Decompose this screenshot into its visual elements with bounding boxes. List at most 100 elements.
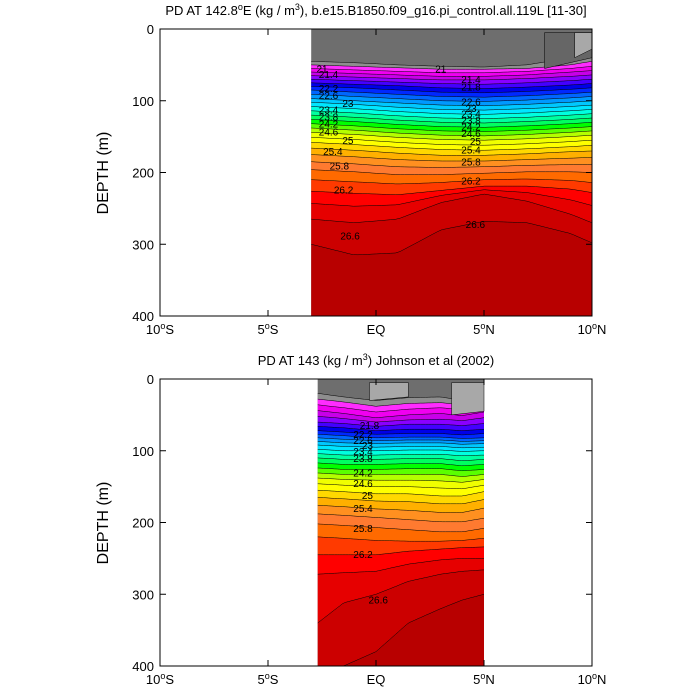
isopycnal-line xyxy=(317,444,485,449)
density-band xyxy=(317,478,484,489)
density-band xyxy=(317,462,484,471)
density-band xyxy=(311,123,592,136)
land-mask xyxy=(451,382,485,416)
contour-label: 26.6 xyxy=(340,232,360,243)
contour-label: 23.8 xyxy=(461,116,481,127)
y-tick-label: 100 xyxy=(132,444,154,459)
contour-label: 21.8 xyxy=(461,82,481,93)
y-tick-label: 300 xyxy=(132,237,154,252)
density-band xyxy=(311,169,592,184)
isopycnal-line xyxy=(317,410,485,418)
density-band xyxy=(311,194,592,255)
land-mask xyxy=(574,32,592,59)
contour-label: 23 xyxy=(362,441,374,452)
density-band xyxy=(311,186,592,207)
contour-label: 23.4 xyxy=(319,105,339,116)
density-band xyxy=(317,473,484,483)
contour-label: 21.4 xyxy=(461,75,481,86)
isopycnal-line xyxy=(317,426,485,431)
isopycnal-line xyxy=(317,437,485,442)
contour-label: 22.6 xyxy=(353,436,373,447)
density-band xyxy=(317,434,484,442)
density-band xyxy=(311,70,592,80)
density-band xyxy=(311,189,592,223)
isopycnal-line xyxy=(317,467,485,472)
isopycnal-line xyxy=(311,142,592,151)
contour-label: 23.8 xyxy=(353,454,373,465)
contour-label: 21.8 xyxy=(360,421,380,432)
x-tick-label: 5oN xyxy=(473,321,495,337)
density-band xyxy=(311,161,592,175)
isopycnal-line xyxy=(311,185,592,195)
contour-label: 22.6 xyxy=(461,98,481,109)
contour-label: 25.8 xyxy=(330,161,350,172)
contour-label: 24.2 xyxy=(319,120,339,131)
density-band xyxy=(317,505,484,522)
y-tick-label: 200 xyxy=(132,166,154,181)
isopycnal-line xyxy=(317,449,484,452)
contour-label: 21 xyxy=(316,65,328,76)
contour-label: 24.6 xyxy=(353,479,373,490)
isopycnal-line xyxy=(317,558,484,575)
x-tick-label: 5oN xyxy=(473,671,495,687)
contour-label: 22.2 xyxy=(353,430,373,441)
y-tick-label: 200 xyxy=(132,516,154,531)
density-band xyxy=(317,483,484,496)
isopycnal-line xyxy=(317,453,484,456)
contour-label: 22.2 xyxy=(319,84,339,95)
isopycnal-line xyxy=(311,86,592,94)
density-band xyxy=(311,148,592,161)
density-band xyxy=(317,441,484,448)
isopycnal-line xyxy=(311,94,592,102)
isopycnal-line xyxy=(317,546,485,556)
density-band xyxy=(311,61,592,73)
density-band xyxy=(317,445,484,452)
contour-label: 23.8 xyxy=(319,113,339,124)
plot-area: 2121.42121.421.822.222.622.62323.423.824… xyxy=(311,29,592,316)
contour-label: 26.2 xyxy=(461,176,481,187)
y-tick-label: 300 xyxy=(132,587,154,602)
isopycnal-line xyxy=(311,147,592,156)
density-band xyxy=(311,128,592,141)
density-band xyxy=(311,86,592,98)
isopycnal-line xyxy=(311,89,592,98)
contour-label: 22.6 xyxy=(319,91,339,102)
isopycnal-line xyxy=(317,421,485,427)
isopycnal-line xyxy=(317,477,485,483)
contour-label: 26.2 xyxy=(334,186,354,197)
y-tick-label: 0 xyxy=(147,372,154,387)
contour-label: 26.6 xyxy=(368,595,388,606)
density-band xyxy=(311,94,592,106)
contour-label: 25.8 xyxy=(461,158,481,169)
density-band xyxy=(311,119,592,132)
isopycnal-line xyxy=(311,137,592,146)
y-tick-label: 100 xyxy=(132,94,154,109)
y-tick-label: 400 xyxy=(132,659,154,674)
isopycnal-line xyxy=(311,132,592,141)
density-band xyxy=(317,426,484,435)
contour-label: 25.8 xyxy=(353,524,373,535)
contour-label: 25.4 xyxy=(353,504,373,515)
isopycnal-line xyxy=(317,430,485,436)
x-tick-label: EQ xyxy=(367,322,386,337)
contour-label: 25 xyxy=(470,137,482,148)
isopycnal-line xyxy=(311,106,592,115)
isopycnal-line xyxy=(317,472,485,477)
isopycnal-line xyxy=(317,489,485,497)
panel-model: PD AT 142.8oE (kg / m3), b.e15.B1850.f09… xyxy=(95,2,606,337)
density-band xyxy=(317,594,484,666)
y-axis-label: DEPTH (m) xyxy=(95,482,112,565)
isopycnal-line xyxy=(317,505,485,513)
density-band xyxy=(311,90,592,102)
contour-label: 26.2 xyxy=(353,550,373,561)
x-tick-label: 10oS xyxy=(146,671,174,687)
isopycnal-line xyxy=(317,441,485,445)
density-band xyxy=(317,497,484,513)
isopycnal-line xyxy=(311,66,592,74)
isopycnal-line xyxy=(317,433,485,439)
contour-label: 25.4 xyxy=(461,146,481,157)
isopycnal-line xyxy=(311,193,592,223)
contour-label: 24.6 xyxy=(319,128,339,139)
